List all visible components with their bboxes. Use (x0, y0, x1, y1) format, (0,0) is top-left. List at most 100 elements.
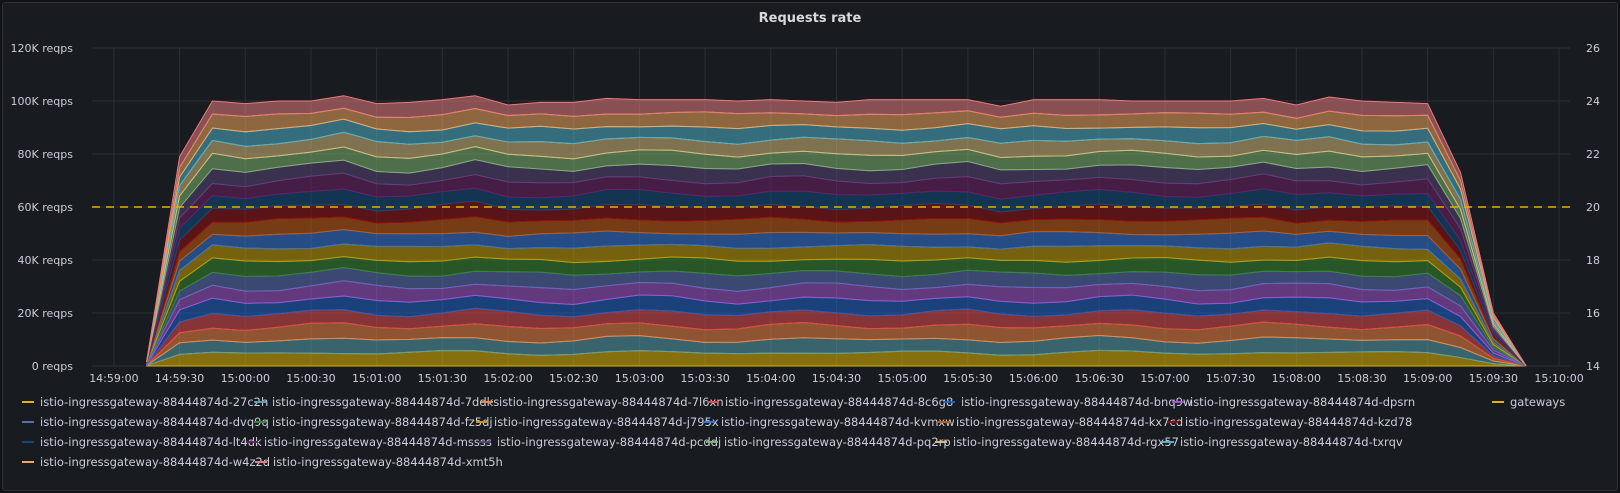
legend-swatch-icon (707, 401, 719, 403)
legend-swatch-icon (481, 401, 493, 403)
legend-item[interactable]: istio-ingressgateway-88444874d-pq2rp (706, 435, 951, 449)
legend-item[interactable]: istio-ingressgateway-88444874d-j795x (476, 415, 719, 429)
legend-item[interactable]: istio-ingressgateway-88444874d-txrqv (1162, 435, 1403, 449)
legend-item[interactable]: istio-ingressgateway-88444874d-kx7cd (938, 415, 1183, 429)
y-left-tick-label: 40K reqps (18, 254, 74, 267)
legend-label: istio-ingressgateway-88444874d-fz5dj (272, 415, 493, 429)
x-tick-label: 15:02:30 (549, 372, 598, 385)
legend-label: istio-ingressgateway-88444874d-w4z2d (40, 455, 271, 469)
x-tick-label: 14:59:30 (155, 372, 204, 385)
legend-label: istio-ingressgateway-88444874d-bnq9w (961, 395, 1193, 409)
x-tick-label: 15:01:00 (352, 372, 401, 385)
legend-item[interactable]: istio-ingressgateway-88444874d-pcddj (479, 435, 721, 449)
legend-swatch-icon (254, 401, 266, 403)
legend-label: gateways (1510, 395, 1566, 409)
y-left-tick-label: 120K reqps (11, 42, 74, 55)
legend-swatch-icon (1172, 401, 1184, 403)
x-tick-label: 15:08:30 (1337, 372, 1386, 385)
legend-label: istio-ingressgateway-88444874d-pcddj (497, 435, 722, 449)
legend-item[interactable]: istio-ingressgateway-88444874d-rgx57 (935, 435, 1179, 449)
legend-label: istio-ingressgateway-88444874d-lt4dk (40, 435, 262, 449)
x-tick-label: 15:09:00 (1403, 372, 1452, 385)
x-tick-label: 15:05:00 (877, 372, 926, 385)
y-right-tick-label: 22 (1586, 148, 1600, 161)
legend-swatch-icon (479, 441, 491, 443)
legend-item[interactable]: istio-ingressgateway-88444874d-dvq9q (22, 415, 269, 429)
x-tick-label: 15:07:00 (1140, 372, 1189, 385)
legend-item[interactable]: istio-ingressgateway-88444874d-kzd78 (1167, 415, 1412, 429)
legend-label: istio-ingressgateway-88444874d-j795x (494, 415, 719, 429)
legend-item[interactable]: istio-ingressgateway-88444874d-8c6g8 (707, 395, 953, 409)
y-right-tick-label: 26 (1586, 42, 1600, 55)
legend-swatch-icon (254, 421, 266, 423)
legend-swatch-icon (22, 421, 34, 423)
y-left-tick-label: 60K reqps (18, 201, 74, 214)
x-tick-label: 15:04:30 (812, 372, 861, 385)
x-tick-label: 15:00:30 (286, 372, 335, 385)
legend-label: istio-ingressgateway-88444874d-rgx57 (953, 435, 1179, 449)
legend-item[interactable]: istio-ingressgateway-88444874d-7l6xn (481, 395, 724, 409)
legend-label: istio-ingressgateway-88444874d-kvmxw (721, 415, 955, 429)
legend-item[interactable]: istio-ingressgateway-88444874d-dpsrn (1172, 395, 1415, 409)
legend-swatch-icon (943, 401, 955, 403)
legend-label: istio-ingressgateway-88444874d-dvq9q (40, 415, 269, 429)
x-tick-label: 15:00:00 (221, 372, 270, 385)
legend-item[interactable]: istio-ingressgateway-88444874d-xmt5h (255, 455, 503, 469)
x-tick-label: 14:59:00 (89, 372, 138, 385)
legend-label: istio-ingressgateway-88444874d-dpsrn (1190, 395, 1416, 409)
y-left-tick-label: 20K reqps (18, 307, 74, 320)
legend-label: istio-ingressgateway-88444874d-xmt5h (273, 455, 503, 469)
legend-swatch-icon (22, 401, 34, 403)
legend-swatch-icon (476, 421, 488, 423)
x-tick-label: 15:05:30 (943, 372, 992, 385)
legend-swatch-icon (703, 421, 715, 423)
y-left-tick-label: 80K reqps (18, 148, 74, 161)
x-tick-label: 15:06:30 (1075, 372, 1124, 385)
x-tick-label: 15:07:30 (1206, 372, 1255, 385)
y-left-tick-label: 100K reqps (11, 95, 74, 108)
legend-item[interactable]: istio-ingressgateway-88444874d-mssss (246, 435, 492, 449)
legend-swatch-icon (22, 441, 34, 443)
y-left-tick-label: 0 reqps (32, 360, 74, 373)
y-right-tick-label: 14 (1586, 360, 1600, 373)
legend-label: istio-ingressgateway-88444874d-txrqv (1180, 435, 1403, 449)
legend-swatch-icon (22, 461, 34, 463)
legend-swatch-icon (706, 441, 718, 443)
legend-item[interactable]: istio-ingressgateway-88444874d-kvmxw (703, 415, 955, 429)
legend-swatch-icon (935, 441, 947, 443)
legend-label: istio-ingressgateway-88444874d-27c2h (40, 395, 269, 409)
x-tick-label: 15:01:30 (418, 372, 467, 385)
legend-label: istio-ingressgateway-88444874d-7ddks (272, 395, 500, 409)
x-tick-label: 15:09:30 (1469, 372, 1518, 385)
legend-item[interactable]: gateways (1492, 395, 1565, 409)
legend-item[interactable]: istio-ingressgateway-88444874d-bnq9w (943, 395, 1192, 409)
legend-item[interactable]: istio-ingressgateway-88444874d-7ddks (254, 395, 499, 409)
legend-label: istio-ingressgateway-88444874d-kzd78 (1185, 415, 1413, 429)
legend-label: istio-ingressgateway-88444874d-8c6g8 (725, 395, 954, 409)
y-right-tick-label: 18 (1586, 254, 1600, 267)
legend-swatch-icon (1167, 421, 1179, 423)
legend-item[interactable]: istio-ingressgateway-88444874d-w4z2d (22, 455, 270, 469)
series-area (146, 95, 1527, 367)
legend-label: istio-ingressgateway-88444874d-7l6xn (499, 395, 724, 409)
legend-item[interactable]: istio-ingressgateway-88444874d-27c2h (22, 395, 268, 409)
panel-title[interactable]: Requests rate (758, 11, 862, 26)
legend-label: istio-ingressgateway-88444874d-mssss (264, 435, 492, 449)
x-tick-label: 15:08:00 (1272, 372, 1321, 385)
y-right-tick-label: 20 (1586, 201, 1600, 214)
requests-rate-chart: 0 reqps 20K reqps 40K reqps 60K reqps 80K re… (11, 42, 1600, 385)
x-tick-label: 15:10:00 (1534, 372, 1583, 385)
legend-swatch-icon (1492, 401, 1504, 403)
legend-item[interactable]: istio-ingressgateway-88444874d-fz5dj (254, 415, 493, 429)
y-right-tick-label: 24 (1586, 95, 1600, 108)
legend-swatch-icon (246, 441, 258, 443)
legend-label: istio-ingressgateway-88444874d-kx7cd (956, 415, 1184, 429)
x-tick-label: 15:03:30 (680, 372, 729, 385)
y-right-tick-label: 16 (1586, 307, 1600, 320)
legend-item[interactable]: istio-ingressgateway-88444874d-lt4dk (22, 435, 262, 449)
legend-label: istio-ingressgateway-88444874d-pq2rp (724, 435, 951, 449)
legend-swatch-icon (1162, 441, 1174, 443)
x-tick-label: 15:04:00 (746, 372, 795, 385)
x-tick-label: 15:06:00 (1009, 372, 1058, 385)
legend-swatch-icon (255, 461, 267, 463)
